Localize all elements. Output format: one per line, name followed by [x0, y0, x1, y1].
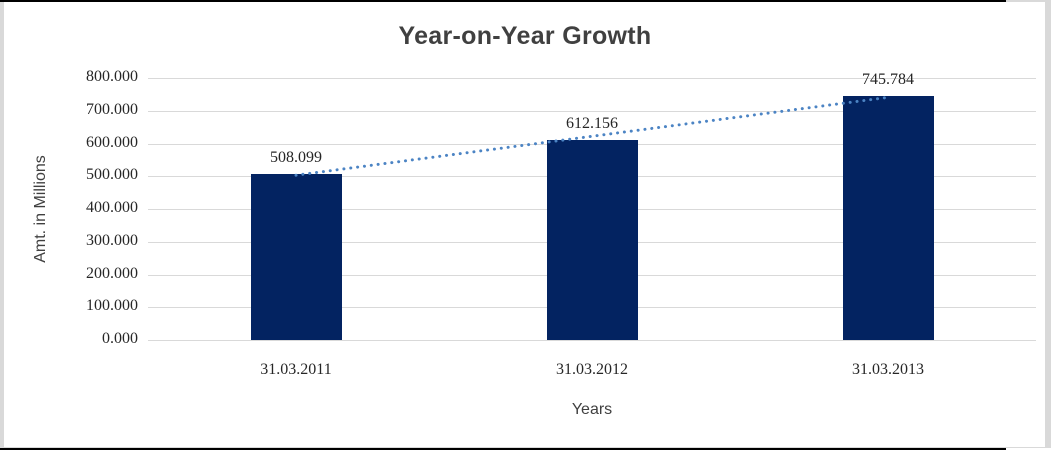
- bar[interactable]: [546, 139, 638, 340]
- x-tick-label: 31.03.2012: [556, 361, 628, 378]
- gridline: [148, 110, 1036, 112]
- bar-value-label: 612.156: [566, 114, 618, 132]
- y-tick-label: 200.000: [86, 264, 138, 282]
- y-tick-label: 800.000: [86, 68, 138, 85]
- y-tick-label: 300.000: [86, 231, 138, 249]
- gridline: [148, 78, 1036, 79]
- frame-border-bottom-gray: [0, 447, 1051, 448]
- frame-border-bottom: [0, 448, 1006, 450]
- plot-area: 508.099 612.156 745.784: [148, 71, 1036, 341]
- y-tick-label: 700.000: [86, 100, 138, 118]
- bar[interactable]: [250, 173, 342, 340]
- bar[interactable]: [842, 95, 934, 340]
- x-tick-label: 31.03.2013: [852, 361, 924, 378]
- frame-strip-right: [1045, 2, 1051, 447]
- x-axis-title: Years: [571, 401, 613, 418]
- gridline: [148, 340, 1036, 341]
- y-tick-label: 100.000: [86, 297, 138, 315]
- y-tick-label: 0.000: [102, 330, 138, 347]
- frame-border-top: [0, 0, 1006, 2]
- frame-strip-left: [0, 2, 4, 447]
- x-tick-label: 31.03.2011: [260, 361, 332, 378]
- trendline[interactable]: [148, 78, 1036, 340]
- y-tick-label: 600.000: [86, 133, 138, 151]
- chart-title: Year-on-Year Growth: [398, 22, 652, 50]
- y-tick-label: 500.000: [86, 166, 138, 184]
- frame-border-top-gray: [1006, 0, 1051, 2]
- bar-value-label: 745.784: [862, 70, 914, 88]
- bar-value-label: 508.099: [270, 148, 322, 166]
- y-tick-label: 400.000: [86, 199, 138, 216]
